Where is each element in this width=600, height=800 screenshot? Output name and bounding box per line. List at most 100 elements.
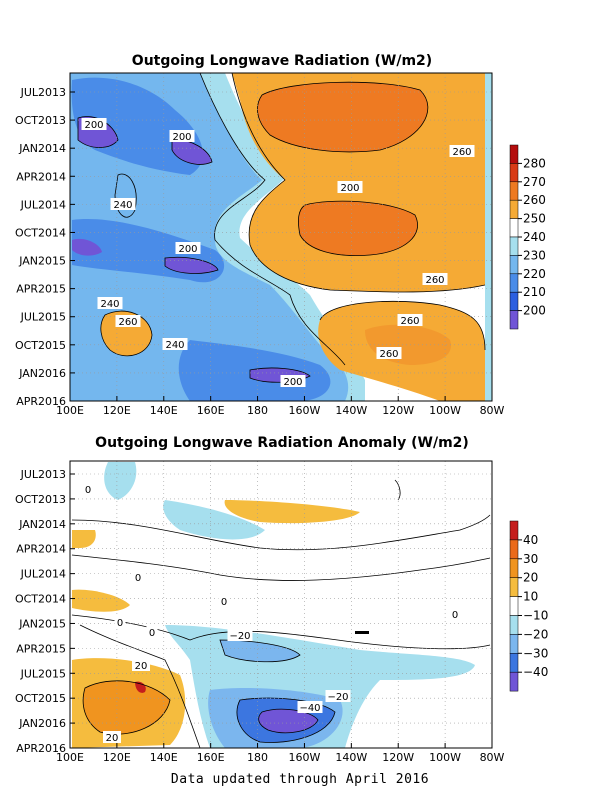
contour-label: 0 — [85, 485, 91, 496]
contour-label: 20 — [135, 661, 148, 672]
y-tick-label: OCT2014 — [15, 593, 66, 606]
contour-label-bg — [169, 130, 195, 142]
contour-label: 240 — [165, 340, 184, 351]
colorbar-label: 260 — [523, 193, 546, 207]
x-tick-label: 100W — [429, 751, 461, 764]
y-tick-label: JUL2015 — [20, 311, 66, 324]
contour-label-bg — [114, 616, 126, 628]
colorbar-label: 280 — [523, 156, 546, 170]
x-tick-label: 100W — [429, 404, 461, 417]
contour-label-bg — [227, 629, 253, 641]
colorbar-swatch — [509, 615, 519, 635]
colorbar-label: 240 — [523, 230, 546, 244]
contour-label-bg — [110, 198, 136, 210]
y-tick-label: JAN2014 — [18, 518, 66, 531]
colorbar-swatch — [509, 653, 519, 673]
colorbar-swatch — [509, 310, 519, 330]
x-tick-label: 140E — [150, 404, 178, 417]
contour-label: 260 — [400, 316, 419, 327]
contour-label-bg — [82, 483, 94, 495]
colorbar-swatch — [509, 273, 519, 293]
contour-label: −20 — [229, 631, 250, 642]
x-tick-label: 80W — [480, 404, 505, 417]
bot-purple-core — [258, 709, 318, 733]
contour-label: −20 — [327, 692, 348, 703]
x-tick-label: 160W — [289, 751, 321, 764]
colorbar-swatch — [509, 236, 519, 256]
colorbar-swatch — [509, 634, 519, 654]
x-tick-label: 80W — [480, 751, 505, 764]
colorbar-label: −40 — [523, 665, 548, 679]
bot-lightblue-nw — [104, 462, 137, 500]
y-tick-label: APR2014 — [16, 170, 66, 183]
contour-label-bg — [81, 118, 107, 130]
colorbar-label: 20 — [523, 571, 538, 585]
colorbar-label: −30 — [523, 646, 548, 660]
bot-orange-left4 — [83, 680, 170, 735]
contour-label-bg — [218, 595, 230, 607]
colorbar-swatch — [509, 255, 519, 275]
x-tick-label: 100E — [56, 751, 84, 764]
contour-label-bg — [297, 701, 323, 713]
colorbar-swatch — [509, 144, 519, 164]
colorbar-swatch — [509, 558, 519, 578]
contour-label-bg — [146, 626, 158, 638]
colorbar-swatch — [509, 596, 519, 616]
colorbar-label: −10 — [523, 609, 548, 623]
y-tick-label: APR2014 — [16, 543, 66, 556]
contour-label-bg — [449, 145, 475, 157]
colorbar-swatch — [509, 163, 519, 183]
top-orange-deep-2 — [298, 201, 418, 256]
colorbar-swatch — [509, 520, 519, 541]
y-tick-label: OCT2013 — [15, 114, 66, 127]
contour-label: 200 — [283, 377, 302, 388]
top-orange-se — [318, 301, 485, 401]
x-tick-label: 120W — [382, 404, 414, 417]
contour-label: 0 — [452, 610, 458, 621]
contour-label-bg — [97, 297, 123, 309]
contour-label-bg — [132, 659, 150, 671]
contour-label-bg — [280, 375, 306, 387]
contour-label: 0 — [135, 573, 141, 584]
contour-label: 260 — [379, 349, 398, 360]
bot-orange-top — [224, 500, 360, 524]
x-tick-label: 120W — [382, 751, 414, 764]
contour-label: 260 — [425, 275, 444, 286]
bot-blue-east — [330, 660, 472, 680]
contour-label: 200 — [178, 244, 197, 255]
top-min-2 — [172, 139, 212, 165]
top-min-5 — [72, 238, 102, 256]
y-tick-label: JAN2015 — [18, 617, 66, 630]
y-tick-label: JUL2014 — [20, 198, 66, 211]
contour-label-bg — [337, 181, 363, 193]
contour-label: 0 — [221, 597, 227, 608]
bot-orange-left2 — [72, 589, 130, 612]
y-tick-label: JUL2013 — [20, 86, 66, 99]
colorbar-label: 30 — [523, 552, 538, 566]
contour-label-bg — [449, 608, 461, 620]
contour-label-bg — [115, 315, 141, 327]
y-tick-label: OCT2015 — [15, 339, 66, 352]
x-tick-label: 180 — [247, 404, 268, 417]
y-tick-label: OCT2015 — [15, 692, 66, 705]
y-tick-label: APR2016 — [16, 742, 66, 755]
x-tick-label: 160E — [197, 404, 225, 417]
contour-label: 20 — [106, 733, 119, 744]
top-east-edge — [485, 73, 492, 401]
x-tick-label: 140E — [150, 751, 178, 764]
x-tick-label: 120E — [103, 751, 131, 764]
contour-label: 240 — [100, 299, 119, 310]
contour-label-bg — [162, 338, 188, 350]
y-tick-label: JUL2014 — [20, 568, 66, 581]
y-tick-label: JAN2015 — [18, 255, 66, 268]
y-tick-label: JAN2016 — [18, 367, 66, 380]
colorbar-label: 200 — [523, 304, 546, 318]
bottom-title: Outgoing Longwave Radiation Anomaly (W/m… — [95, 435, 469, 451]
colorbar-swatch — [509, 577, 519, 597]
colorbar-swatch — [509, 218, 519, 238]
y-tick-label: JUL2015 — [20, 667, 66, 680]
contour-label: 0 — [117, 618, 123, 629]
contour-label-bg — [376, 347, 402, 359]
y-tick-label: APR2016 — [16, 395, 66, 408]
